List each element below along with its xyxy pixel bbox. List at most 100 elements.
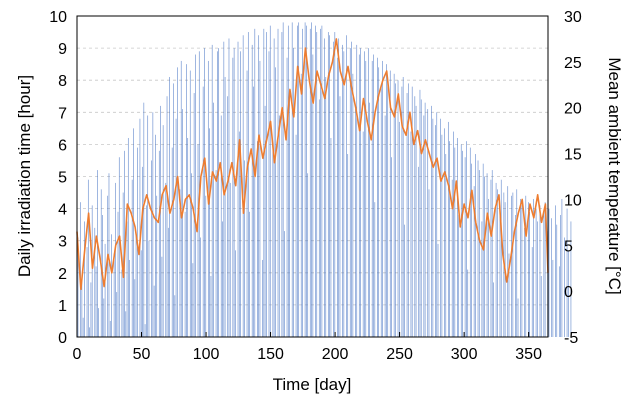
irradiation-bar (269, 25, 271, 337)
irradiation-bar (300, 73, 302, 337)
irradiation-bar (275, 67, 276, 338)
irradiation-bar (281, 32, 283, 338)
irradiation-bar (516, 189, 518, 337)
irradiation-bar (302, 28, 303, 338)
irradiation-bar (229, 182, 231, 337)
irradiation-bar (529, 211, 530, 337)
irradiation-bar (284, 231, 285, 337)
irradiation-bar (343, 51, 345, 338)
irradiation-bar (411, 86, 413, 338)
irradiation-bar (564, 237, 565, 337)
irradiation-bar (218, 48, 220, 337)
irradiation-bar (174, 295, 176, 337)
irradiation-bar (111, 234, 112, 337)
irradiation-bar (570, 221, 572, 337)
irradiation-bar (537, 221, 538, 337)
y-right-axis-title: Mean ambient temperature [°C] (605, 57, 624, 294)
irradiation-bar (87, 179, 89, 337)
irradiation-bar (187, 137, 189, 337)
irradiation-bar (395, 83, 396, 337)
irradiation-bar (268, 51, 270, 338)
irradiation-bar (266, 32, 267, 338)
irradiation-bar (273, 38, 275, 337)
irradiation-bar (515, 215, 516, 337)
irradiation-bar (347, 154, 349, 337)
irradiation-bar (152, 112, 154, 337)
temperature-line (76, 38, 549, 291)
irradiation-bar (144, 324, 146, 337)
irradiation-bar (415, 105, 417, 337)
irradiation-bar (167, 227, 169, 337)
irradiation-bar (254, 28, 256, 338)
irradiation-bar (435, 125, 436, 337)
irradiation-bar (204, 48, 205, 337)
irradiation-bar (528, 202, 529, 337)
irradiation-bar (161, 256, 163, 337)
irradiation-bar (121, 269, 123, 337)
irradiation-bar (507, 186, 509, 337)
irradiation-bar (447, 121, 449, 338)
irradiation-bar (244, 160, 245, 337)
irradiation-bar (367, 48, 369, 337)
irradiation-bar (118, 157, 120, 337)
irradiation-bar (165, 182, 167, 337)
irradiation-bar (467, 269, 469, 337)
irradiation-bar (339, 96, 341, 337)
irradiation-bar (561, 198, 563, 337)
irradiation-bar (491, 170, 493, 337)
irradiation-bar (148, 240, 150, 337)
irradiation-bar (420, 99, 422, 338)
irradiation-bar (531, 247, 533, 337)
irradiation-bar (488, 198, 489, 337)
irradiation-bars (77, 22, 572, 338)
irradiation-bar (177, 67, 178, 338)
irradiation-bar (202, 86, 204, 338)
irradiation-bar (156, 195, 158, 337)
irradiation-bar (166, 96, 168, 337)
irradiation-bar (94, 227, 96, 337)
irradiation-bar (186, 64, 187, 338)
irradiation-bar (315, 25, 316, 337)
irradiation-bar (90, 282, 92, 337)
irradiation-bar (151, 160, 152, 337)
irradiation-bar (473, 186, 475, 337)
irradiation-bar (444, 128, 445, 337)
irradiation-bar (414, 96, 416, 337)
irradiation-bar (146, 205, 147, 337)
irradiation-bar (334, 32, 336, 338)
irradiation-bar (355, 109, 356, 337)
irradiation-bar (312, 54, 314, 338)
irradiation-bar (311, 22, 312, 337)
irradiation-bar (497, 189, 498, 337)
irradiation-bar (543, 211, 545, 337)
irradiation-bar (191, 173, 192, 337)
irradiation-bar (307, 173, 309, 337)
x-tick-label: 150 (257, 346, 284, 363)
irradiation-bar (333, 41, 334, 338)
irradiation-bar (278, 115, 280, 337)
x-tick-label: 50 (133, 346, 151, 363)
irradiation-bar (360, 48, 361, 337)
irradiation-bar (389, 70, 391, 337)
irradiation-bar (397, 80, 399, 337)
irradiation-bar (481, 221, 483, 337)
irradiation-bar (89, 327, 90, 337)
irradiation-bar (511, 195, 512, 337)
irradiation-bar (282, 22, 284, 337)
irradiation-bar (378, 67, 380, 338)
irradiation-bar (108, 173, 110, 337)
irradiation-bar (377, 57, 378, 337)
irradiation-bar (98, 308, 99, 337)
irradiation-bar (424, 102, 426, 337)
irradiation-bar (228, 38, 230, 337)
irradiation-bar (329, 35, 330, 337)
irradiation-bar (297, 25, 298, 337)
irradiation-bar (293, 48, 294, 337)
irradiation-bar (277, 28, 279, 338)
x-tick-label: 0 (73, 346, 82, 363)
irradiation-bar (440, 118, 441, 337)
y-left-tick-label: 10 (49, 9, 67, 26)
irradiation-bar (337, 57, 338, 337)
irradiation-bar (142, 166, 143, 337)
irradiation-bar (86, 247, 88, 337)
